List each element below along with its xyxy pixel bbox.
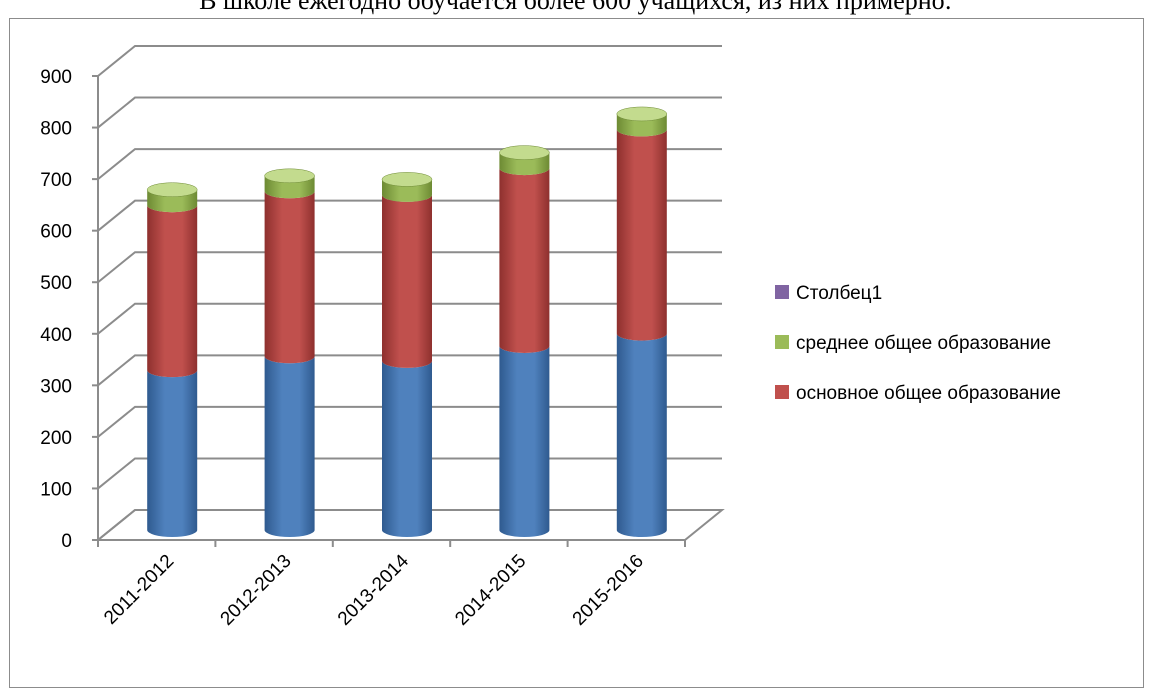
x-tick-label: 2012-2013: [217, 551, 296, 630]
y-tick-label: 700: [40, 170, 72, 191]
bar-segment-secondary: [616, 113, 667, 137]
bar-stack: [616, 106, 668, 537]
bar-segment-primary: [382, 360, 432, 537]
x-tick-label: 2011-2012: [100, 551, 178, 629]
gridline: [97, 96, 722, 129]
bar-cap: [381, 172, 433, 187]
bar-stack: [264, 168, 315, 537]
bar-cap: [499, 145, 550, 160]
y-tick-label: 100: [40, 479, 72, 500]
bar-segment-basic: [382, 194, 432, 368]
legend-swatch: [775, 335, 789, 349]
bar-segment-primary: [616, 333, 667, 537]
legend-item: Столбец1: [775, 283, 882, 304]
x-tick-label: 2015-2016: [569, 551, 648, 630]
bar-stack: [499, 145, 550, 537]
chart-axes: [92, 75, 686, 547]
bar-segment-basic: [499, 168, 550, 353]
bar-segment-primary: [264, 356, 315, 537]
x-tick-labels: 2011-2012 2012-2013 2013-2014 2014-2015 2015…: [100, 550, 648, 629]
bar-cap: [264, 168, 315, 184]
bar-segment-primary: [499, 345, 550, 537]
chart-frame: [9, 18, 1144, 688]
y-tick-label: 0: [61, 531, 72, 552]
bar-cap: [616, 106, 668, 122]
y-tick-labels: 0 100 200 300 400 500 600 700 800 900: [40, 67, 72, 552]
document-heading-line: В школе ежегодно обучается более 600 уча…: [199, 0, 952, 15]
y-tick-label: 200: [40, 428, 72, 449]
chart-legend: Столбец1 среднее общее образование основно…: [775, 283, 1061, 404]
bar-segment-basic: [147, 205, 198, 378]
bar-segment-secondary: [264, 175, 315, 199]
bar-segment-primary: [147, 370, 198, 537]
bar-segment-basic: [264, 191, 315, 364]
y-tick-label: 400: [40, 325, 72, 346]
y-tick-label: 600: [40, 222, 72, 243]
y-tick-label: 300: [40, 376, 72, 397]
bar-segment-secondary: [382, 179, 432, 202]
bar-segment-basic: [616, 129, 667, 341]
gridline: [97, 45, 722, 77]
legend-label: среднее общее образование: [796, 333, 1051, 354]
legend-label: основное общее образование: [796, 383, 1061, 404]
bar-cap: [146, 182, 198, 197]
bar-stack: [146, 182, 198, 537]
legend-label: Столбец1: [796, 283, 882, 304]
legend-swatch: [775, 385, 789, 399]
x-tick-label: 2013-2014: [334, 550, 413, 629]
bar-stack: [381, 172, 433, 537]
chart-bars: [146, 106, 668, 537]
legend-swatch: [775, 285, 789, 299]
bar-segment-secondary: [499, 152, 550, 176]
legend-item: основное общее образование: [775, 383, 1061, 404]
y-tick-label: 800: [40, 119, 72, 140]
y-tick-label: 900: [40, 67, 72, 88]
y-tick-label: 500: [40, 273, 72, 294]
legend-item: среднее общее образование: [775, 333, 1051, 354]
bar-segment-secondary: [147, 189, 198, 213]
x-tick-label: 2014-2015: [451, 551, 530, 630]
